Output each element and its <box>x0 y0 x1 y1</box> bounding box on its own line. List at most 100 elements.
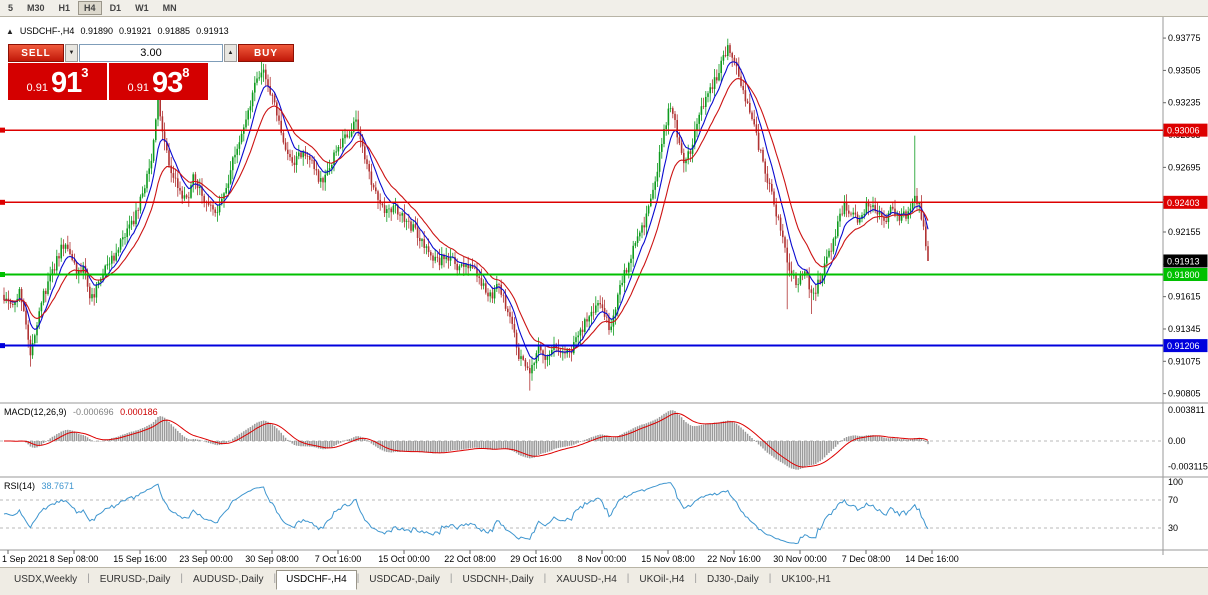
svg-text:1 Sep 2021: 1 Sep 2021 <box>2 554 48 564</box>
chart-tab-usdcnh-daily[interactable]: USDCNH-,Daily <box>462 574 534 585</box>
svg-text:0.91345: 0.91345 <box>1168 324 1201 334</box>
ohlc-high: 0.91921 <box>118 26 152 36</box>
svg-text:22 Nov 16:00: 22 Nov 16:00 <box>707 554 761 564</box>
buy-price-display[interactable]: 0.91 93 8 <box>109 63 208 100</box>
timeframe-button-h1[interactable]: H1 <box>58 3 71 13</box>
ma-lines <box>3 61 929 360</box>
buy-price-point: 8 <box>182 65 190 80</box>
tab-separator: | <box>768 573 772 584</box>
svg-text:0.92695: 0.92695 <box>1168 162 1201 172</box>
chart-tab-uk100-h1[interactable]: UK100-,H1 <box>781 574 831 585</box>
tab-separator: | <box>626 573 630 584</box>
svg-text:0.91800: 0.91800 <box>1167 270 1200 280</box>
svg-text:0.91075: 0.91075 <box>1168 356 1201 366</box>
lot-increase-button[interactable]: ▲ <box>224 44 237 62</box>
tab-separator: | <box>543 573 547 584</box>
timeframe-button-m30[interactable]: M30 <box>27 3 45 13</box>
chart-tabs-bar: USDX,Weekly | EURUSD-,Daily | AUDUSD-,Daily |… <box>0 567 1208 595</box>
svg-text:23 Sep 00:00: 23 Sep 00:00 <box>179 554 233 564</box>
svg-text:0.91206: 0.91206 <box>1167 341 1200 351</box>
one-click-collapse-icon[interactable]: ▲ <box>6 26 14 36</box>
svg-text:15 Nov 08:00: 15 Nov 08:00 <box>641 554 695 564</box>
svg-text:0.93775: 0.93775 <box>1168 33 1201 43</box>
chart-tab-xauusd-h4[interactable]: XAUUSD-,H4 <box>556 574 617 585</box>
macd-pane <box>0 410 1163 470</box>
svg-text:15 Oct 00:00: 15 Oct 00:00 <box>378 554 430 564</box>
timeframe-button-5[interactable]: 5 <box>8 3 14 13</box>
chart-canvas[interactable]: 0.937750.935050.932350.929650.926950.924… <box>0 17 1208 567</box>
chart-tab-usdchf-h4[interactable]: USDCHF-,H4 <box>276 570 357 590</box>
svg-text:0.003811: 0.003811 <box>1168 405 1205 415</box>
svg-text:29 Oct 16:00: 29 Oct 16:00 <box>510 554 562 564</box>
one-click-trading-panel: SELL ▼ ▲ BUY 0.91 91 3 0.91 93 8 <box>8 44 294 100</box>
svg-text:15 Sep 16:00: 15 Sep 16:00 <box>113 554 167 564</box>
chart-tab-ukoil-h4[interactable]: UKOil-,H4 <box>639 574 685 585</box>
svg-text:0.92155: 0.92155 <box>1168 227 1201 237</box>
svg-text:22 Oct 08:00: 22 Oct 08:00 <box>444 554 496 564</box>
candles-layer <box>3 38 929 391</box>
timeframe-toolbar: 5 M30 H1 H4 D1 W1 MN <box>0 0 1208 17</box>
chart-tab-usdcad-daily[interactable]: USDCAD-,Daily <box>369 574 440 585</box>
ohlc-open: 0.91890 <box>80 26 113 36</box>
svg-text:0.93505: 0.93505 <box>1168 65 1201 75</box>
macd-signal-value: 0.000186 <box>120 407 158 417</box>
timeframe-button-h4[interactable]: H4 <box>78 1 102 15</box>
timeframe-button-d1[interactable]: D1 <box>109 3 122 13</box>
timeframe-button-w1[interactable]: W1 <box>135 3 149 13</box>
ohlc-low: 0.91885 <box>157 26 191 36</box>
price-badges: 0.93006 0.92403 0.91800 0.91206 0.91913 <box>1163 123 1208 353</box>
lot-decrease-button[interactable]: ▼ <box>65 44 78 62</box>
tab-separator: | <box>449 573 453 584</box>
ohlc-close: 0.91913 <box>196 26 229 36</box>
svg-text:0.91615: 0.91615 <box>1168 292 1201 302</box>
sell-price-display[interactable]: 0.91 91 3 <box>8 63 107 100</box>
tab-separator: | <box>694 573 698 584</box>
tab-separator: | <box>356 573 360 584</box>
svg-text:0.92403: 0.92403 <box>1167 198 1200 208</box>
chart-area: 0.937750.935050.932350.929650.926950.924… <box>0 17 1208 567</box>
buy-button[interactable]: BUY <box>238 44 294 62</box>
one-click-controls-row: SELL ▼ ▲ BUY <box>8 44 294 62</box>
tab-separator: | <box>87 573 90 584</box>
buy-price-pips: 93 <box>151 67 183 99</box>
svg-text:14 Dec 16:00: 14 Dec 16:00 <box>905 554 959 564</box>
sell-button[interactable]: SELL <box>8 44 64 62</box>
horizontal-levels[interactable] <box>0 127 1163 349</box>
buy-price-base: 0.91 <box>127 82 149 94</box>
svg-text:7 Dec 08:00: 7 Dec 08:00 <box>842 554 891 564</box>
svg-text:-0.003115: -0.003115 <box>1168 461 1208 471</box>
chart-ohlc-header: ▲ USDCHF-,H4 0.91890 0.91921 0.91885 0.9… <box>6 26 229 36</box>
chart-tab-dj30-daily[interactable]: DJ30-,Daily <box>707 574 759 585</box>
svg-text:100: 100 <box>1168 477 1183 487</box>
chart-tab-eurusd-daily[interactable]: EURUSD-,Daily <box>99 574 171 585</box>
timeframe-button-mn[interactable]: MN <box>162 3 177 13</box>
time-axis: 1 Sep 2021 8 Sep 08:00 15 Sep 16:00 23 Sep … <box>2 550 959 564</box>
chart-frame <box>0 17 1208 555</box>
sell-price-point: 3 <box>81 65 89 80</box>
svg-text:30: 30 <box>1168 523 1178 533</box>
rsi-pane <box>0 482 1163 545</box>
svg-text:8 Nov 00:00: 8 Nov 00:00 <box>578 554 627 564</box>
tab-separator: | <box>180 573 183 584</box>
tab-separator: | <box>273 573 277 584</box>
svg-text:70: 70 <box>1168 495 1178 505</box>
macd-name: MACD(12,26,9) <box>4 407 67 417</box>
svg-text:0.93006: 0.93006 <box>1167 126 1200 136</box>
svg-text:0.93235: 0.93235 <box>1168 98 1201 108</box>
rsi-name: RSI(14) <box>4 481 36 491</box>
macd-main-value: -0.000696 <box>73 407 114 417</box>
sell-price-base: 0.91 <box>26 82 48 94</box>
svg-text:8 Sep 08:00: 8 Sep 08:00 <box>50 554 99 564</box>
chart-symbol-period: USDCHF-,H4 <box>19 26 75 36</box>
svg-text:0.00: 0.00 <box>1168 436 1186 446</box>
rsi-value: 38.7671 <box>41 481 75 491</box>
lot-size-input[interactable] <box>79 44 223 62</box>
svg-text:0.90805: 0.90805 <box>1168 389 1201 399</box>
price-axis: 0.937750.935050.932350.929650.926950.924… <box>1163 33 1208 533</box>
one-click-prices-row: 0.91 91 3 0.91 93 8 <box>8 63 208 100</box>
chart-tab-usdx-weekly[interactable]: USDX,Weekly <box>14 574 78 585</box>
chart-tab-audusd-daily[interactable]: AUDUSD-,Daily <box>192 574 264 585</box>
sell-price-pips: 91 <box>50 67 82 99</box>
svg-text:30 Nov 00:00: 30 Nov 00:00 <box>773 554 827 564</box>
